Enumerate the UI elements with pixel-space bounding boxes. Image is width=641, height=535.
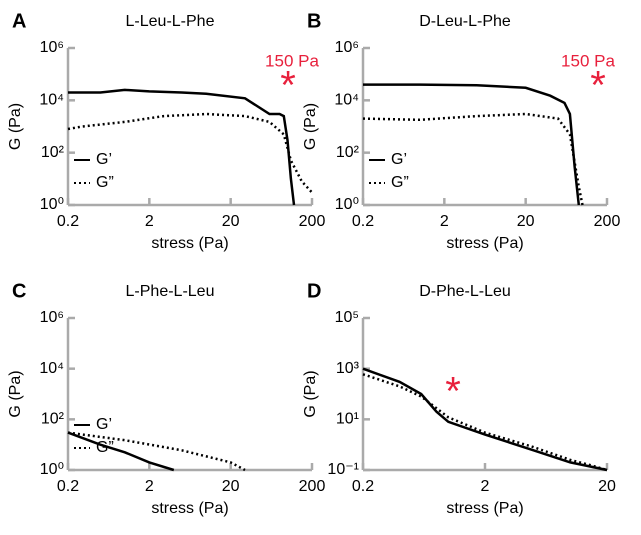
legend-label: G’ bbox=[96, 151, 112, 168]
y-tick-label: 10⁶ bbox=[40, 39, 64, 56]
x-tick-label: 200 bbox=[299, 478, 326, 495]
y-axis-label: G (Pa) bbox=[302, 103, 319, 150]
annotation: * bbox=[590, 64, 606, 108]
x-tick-label: 20 bbox=[222, 478, 240, 495]
panel-label: B bbox=[307, 10, 321, 32]
y-tick-label: 10² bbox=[336, 144, 360, 161]
x-tick-label: 2 bbox=[440, 213, 449, 230]
y-tick-label: 10⁶ bbox=[40, 309, 64, 326]
y-tick-label: 10⁴ bbox=[334, 92, 359, 109]
series-line bbox=[67, 431, 246, 472]
y-tick-label: 10¹ bbox=[336, 411, 359, 428]
x-tick-label: 0.2 bbox=[57, 213, 79, 230]
annotation: * bbox=[280, 64, 296, 108]
series-line bbox=[362, 112, 584, 206]
series-line bbox=[67, 431, 175, 472]
x-tick-label: 20 bbox=[517, 213, 535, 230]
x-axis-label: stress (Pa) bbox=[446, 500, 523, 517]
x-axis-label: stress (Pa) bbox=[446, 235, 523, 252]
y-tick-label: 10⁻¹ bbox=[327, 461, 359, 478]
x-tick-label: 200 bbox=[594, 213, 621, 230]
x-tick-label: 20 bbox=[598, 478, 616, 495]
y-tick-label: 10² bbox=[41, 144, 65, 161]
panel-label: D bbox=[307, 280, 321, 302]
chart-title: D-Phe-L-Leu bbox=[419, 283, 511, 300]
x-tick-label: 200 bbox=[299, 213, 326, 230]
x-tick-label: 2 bbox=[145, 213, 154, 230]
chart-title: D-Leu-L-Phe bbox=[419, 13, 511, 30]
x-axis-label: stress (Pa) bbox=[151, 500, 228, 517]
y-axis-label: G (Pa) bbox=[302, 370, 319, 417]
legend-label: G” bbox=[96, 439, 114, 456]
x-tick-label: 0.2 bbox=[57, 478, 79, 495]
y-tick-label: 10³ bbox=[336, 360, 360, 377]
legend-label: G’ bbox=[96, 416, 112, 433]
annotation: * bbox=[445, 370, 461, 414]
annotation: 150 Pa bbox=[265, 51, 319, 70]
legend-label: G’ bbox=[391, 151, 407, 168]
y-tick-label: 10⁶ bbox=[335, 39, 359, 56]
x-tick-label: 0.2 bbox=[352, 478, 374, 495]
series-line bbox=[68, 88, 296, 206]
y-axis-label: G (Pa) bbox=[7, 103, 24, 150]
x-tick-label: 20 bbox=[222, 213, 240, 230]
y-tick-label: 10⁰ bbox=[335, 196, 359, 213]
y-tick-label: 10⁴ bbox=[39, 92, 64, 109]
panel-label: C bbox=[12, 280, 26, 302]
x-tick-label: 0.2 bbox=[352, 213, 374, 230]
x-tick-label: 2 bbox=[145, 478, 154, 495]
annotation: 150 Pa bbox=[561, 51, 615, 70]
y-tick-label: 10⁴ bbox=[39, 360, 64, 377]
legend-label: G” bbox=[391, 174, 409, 191]
x-tick-label: 2 bbox=[481, 478, 490, 495]
y-tick-label: 10² bbox=[41, 411, 65, 428]
chart-title: L-Phe-L-Leu bbox=[126, 283, 215, 300]
y-axis-label: G (Pa) bbox=[7, 370, 24, 417]
panel-label: A bbox=[12, 10, 26, 32]
x-axis-label: stress (Pa) bbox=[151, 235, 228, 252]
series-line bbox=[362, 367, 608, 472]
legend-label: G” bbox=[96, 174, 114, 191]
y-tick-label: 10⁰ bbox=[40, 461, 64, 478]
chart-title: L-Leu-L-Phe bbox=[126, 13, 215, 30]
y-tick-label: 10⁰ bbox=[40, 196, 64, 213]
series-line bbox=[362, 373, 608, 472]
y-tick-label: 10⁵ bbox=[335, 309, 359, 326]
